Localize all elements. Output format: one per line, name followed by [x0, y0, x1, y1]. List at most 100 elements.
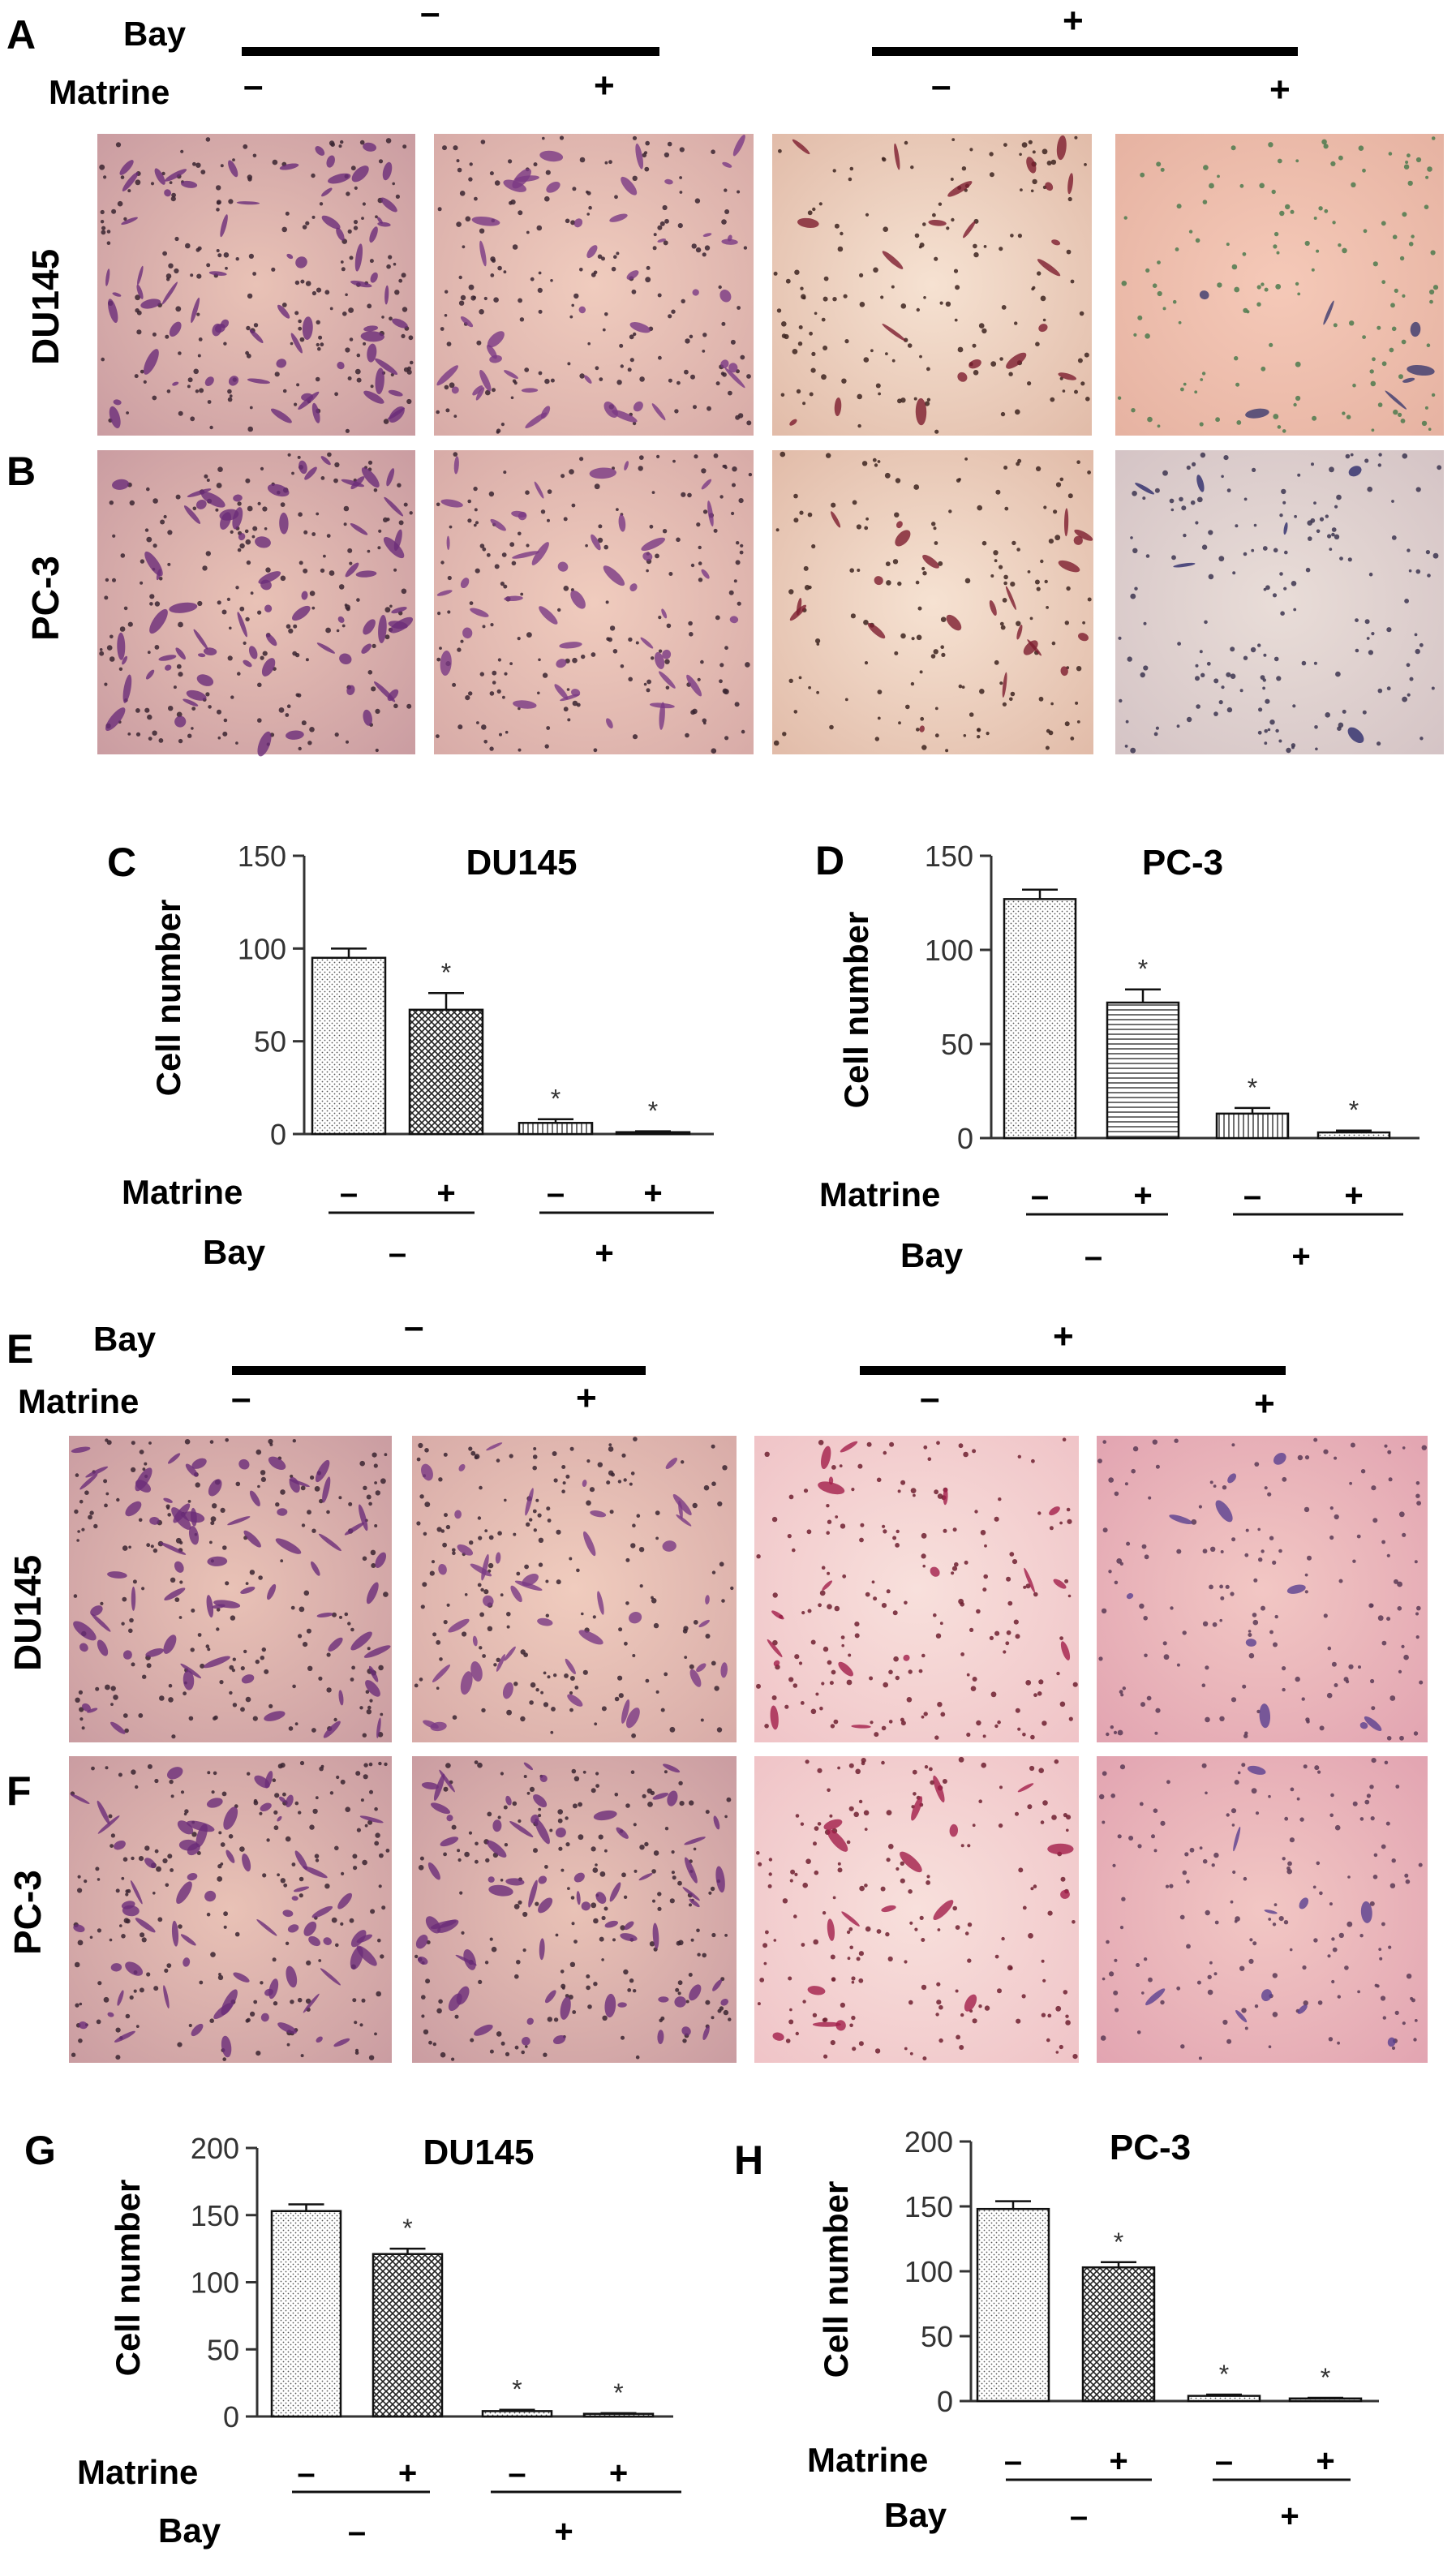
micrograph-a-3: [772, 134, 1092, 436]
bay-minus: –: [420, 0, 440, 32]
chart-g-significance-star: *: [613, 2378, 623, 2408]
chart-d-tick-label: 0: [957, 1122, 973, 1155]
chart-h-bar: [1081, 2266, 1156, 2403]
chart-d-y-axis-label: Cell number: [837, 912, 875, 1109]
panel-letter-b: B: [6, 449, 36, 494]
bay-minus-bar: [242, 47, 659, 56]
micrograph-b-2: [434, 450, 754, 754]
chart-d-bay-label: Bay: [900, 1236, 964, 1274]
row-label-pc3-f: PC-3: [6, 1870, 49, 1955]
row-label-du145-a: DU145: [24, 249, 67, 365]
chart-d-tick-label: 150: [925, 840, 973, 873]
chart-g-matrine-sign: –: [297, 2455, 315, 2491]
chart-c-tick-label: 0: [270, 1118, 286, 1151]
chart-g-bar: [372, 2253, 444, 2418]
chart-c-bar: [615, 1131, 691, 1136]
chart-c-tick-label: 100: [238, 932, 286, 965]
matrine-sign-7: –: [920, 1378, 939, 1418]
chart-c-bar: [408, 1008, 484, 1136]
micrograph-b-4: [1115, 450, 1444, 754]
chart-h-matrine-sign: +: [1316, 2443, 1334, 2479]
chart-h-tick-label: 100: [904, 2255, 953, 2288]
chart-g-y-axis-label: Cell number: [109, 2180, 147, 2377]
matrine-sign-2: +: [594, 66, 615, 105]
micrograph-e-3: [754, 1436, 1079, 1742]
micrograph-e-2: [412, 1436, 737, 1742]
chart-c-bay-sign: +: [595, 1235, 613, 1271]
chart-c-matrine-sign: +: [436, 1175, 455, 1211]
chart-d-significance-star: *: [1248, 1073, 1257, 1102]
chart-d-bar: [1106, 1001, 1180, 1140]
micrograph-b-3: [772, 450, 1093, 754]
chart-c-bay-label: Bay: [203, 1233, 266, 1271]
chart-g-matrine-sign: +: [609, 2455, 628, 2491]
chart-h-significance-star: *: [1219, 2360, 1229, 2389]
panel-letter-h: H: [734, 2137, 763, 2183]
chart-c-tick-label: 50: [254, 1025, 286, 1059]
chart-c-bar: [518, 1122, 594, 1136]
bay-plus-bar-2: [860, 1366, 1286, 1375]
chart-g-tick-label: 100: [191, 2266, 239, 2300]
chart-c-significance-star: *: [648, 1097, 658, 1126]
micrograph-f-3: [754, 1756, 1079, 2063]
chart-c-significance-star: *: [551, 1085, 560, 1114]
panel-letter-e: E: [6, 1326, 33, 1372]
chart-g-bay-sign: +: [554, 2514, 573, 2550]
chart-g-bay-label: Bay: [158, 2511, 221, 2550]
chart-d-bay-sign: –: [1084, 1239, 1102, 1274]
chart-g-matrine-label: Matrine: [77, 2453, 198, 2491]
bay-plus-bar: [872, 47, 1298, 56]
chart-d-tick-label: 100: [925, 934, 973, 967]
chart-h-tick-label: 0: [937, 2385, 953, 2418]
chart-c-tick-label: 150: [238, 840, 286, 873]
chart-c-bar: [311, 956, 387, 1136]
chart-c-matrine-label: Matrine: [122, 1173, 243, 1211]
chart-g-bay-sign: –: [348, 2514, 366, 2550]
chart-h-tick-label: 200: [904, 2125, 953, 2159]
chart-c-matrine-sign: –: [340, 1175, 358, 1211]
chart-g-tick-label: 0: [223, 2400, 239, 2434]
chart-c-matrine-sign: +: [643, 1175, 662, 1211]
micrograph-a-2: [434, 134, 754, 436]
chart-h-tick-label: 150: [904, 2190, 953, 2223]
matrine-sign-1: –: [243, 66, 263, 105]
chart-h-bay-label: Bay: [884, 2496, 947, 2534]
micrograph-row-b: [97, 450, 1444, 757]
matrine-label: Matrine: [49, 73, 170, 111]
bay-plus: +: [1063, 1, 1084, 41]
chart-d-matrine-sign: +: [1344, 1178, 1363, 1214]
chart-g-bar: [270, 2210, 342, 2418]
chart-g-matrine-sign: +: [398, 2455, 417, 2491]
matrine-label-2: Matrine: [18, 1382, 139, 1420]
chart-g-title: DU145: [423, 2133, 535, 2172]
chart-d-matrine-sign: –: [1243, 1178, 1261, 1214]
panel-letter-c: C: [107, 840, 136, 885]
micrograph-f-1: [69, 1756, 392, 2063]
panel-letter-g: G: [24, 2128, 56, 2173]
chart-d-bar: [1215, 1112, 1290, 1140]
chart-h-matrine-sign: –: [1215, 2443, 1233, 2479]
panel-letter-f: F: [6, 1768, 32, 1814]
chart-g-bar: [481, 2410, 553, 2418]
micrograph-f-4: [1097, 1756, 1428, 2063]
chart-d-bar: [1003, 898, 1077, 1140]
matrine-sign-5: –: [231, 1378, 251, 1418]
micrograph-row-f: [69, 1756, 1428, 2063]
chart-d-title: PC-3: [1142, 843, 1223, 883]
matrine-sign-8: +: [1254, 1384, 1275, 1424]
micrograph-row-e: [69, 1436, 1428, 1742]
bay-label-2: Bay: [93, 1320, 157, 1358]
chart-c-matrine-sign: –: [547, 1175, 565, 1211]
panel-letter-d: D: [815, 838, 844, 883]
chart-d-matrine-sign: +: [1133, 1178, 1152, 1214]
chart-h-tick-label: 50: [921, 2320, 953, 2353]
micrograph-e-4: [1097, 1436, 1428, 1742]
row-label-du145-e: DU145: [6, 1555, 49, 1671]
micrograph-a-4: [1115, 134, 1444, 436]
matrine-sign-4: +: [1269, 70, 1291, 110]
